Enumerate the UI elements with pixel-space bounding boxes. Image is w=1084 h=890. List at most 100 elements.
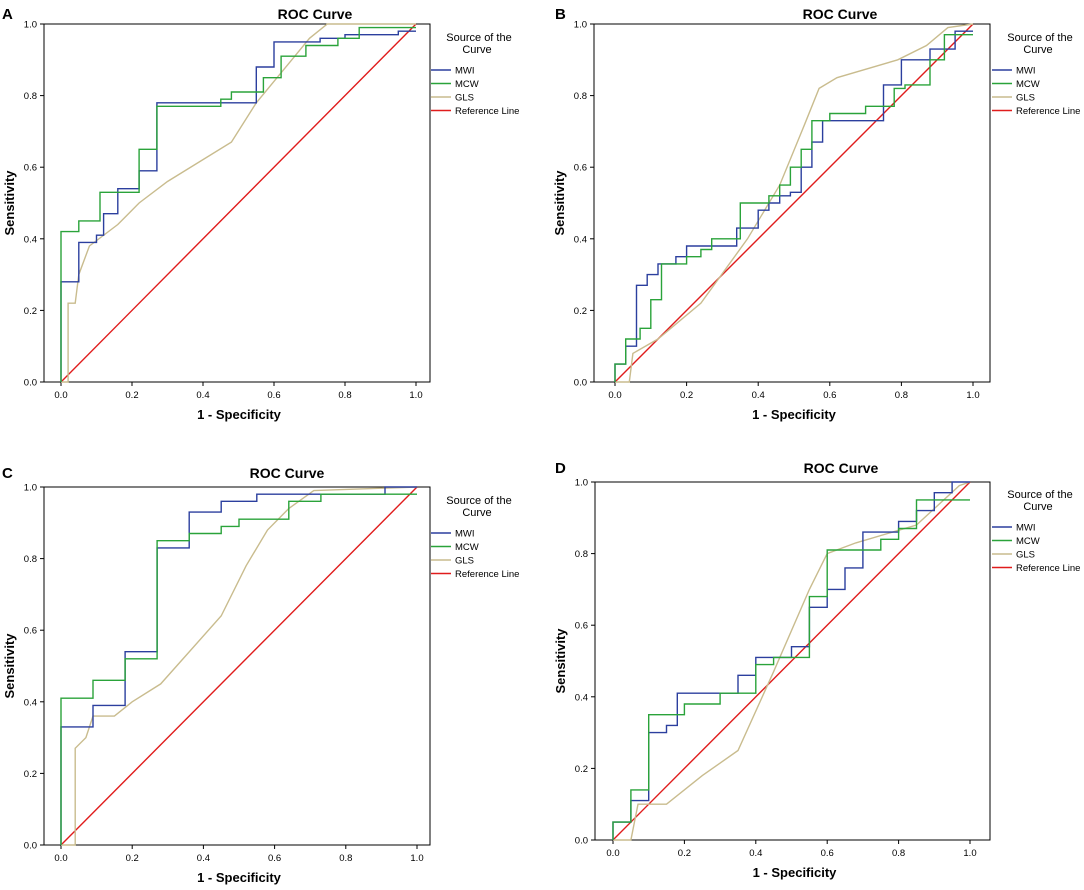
x-tick-label: 0.8	[338, 390, 351, 401]
legend-label: GLS	[1016, 93, 1035, 104]
y-tick-label: 0.4	[575, 692, 588, 703]
panel-letter: D	[555, 460, 566, 477]
chart-title: ROC Curve	[278, 6, 353, 22]
series-line-mcw	[614, 34, 973, 382]
series-line-gls	[61, 23, 416, 383]
y-tick-label: 0.4	[574, 234, 587, 245]
y-tick-label: 0.4	[24, 234, 37, 245]
legend-label: MCW	[455, 79, 479, 90]
y-axis-title: Sensitivity	[552, 170, 567, 236]
series-line-reference-line	[60, 23, 417, 383]
legend-label: MWI	[455, 529, 475, 540]
legend-label: MCW	[455, 542, 479, 553]
x-tick-label: 0.8	[339, 853, 352, 864]
legend-title: Source of the Curve	[1007, 489, 1072, 513]
y-tick-label: 0.8	[24, 91, 37, 102]
x-tick-label: 0.0	[54, 853, 67, 864]
legend-label: Reference Line	[1016, 563, 1080, 574]
roc-panel-d: D ROC Curve 0.0 0.2 0.4 0.6 0.8 1.0 0.0 0.2 0.4 0.6…	[553, 460, 1080, 880]
y-tick-label: 0.8	[574, 91, 587, 102]
x-tick-label: 0.4	[197, 853, 210, 864]
x-tick-label: 0.2	[126, 853, 139, 864]
chart-title: ROC Curve	[250, 465, 325, 481]
y-tick-label: 0.0	[24, 841, 37, 852]
y-tick-label: 0.2	[24, 306, 37, 317]
y-tick-label: 0.6	[575, 621, 588, 632]
x-tick-label: 0.6	[821, 848, 834, 859]
series-line-mwi	[60, 486, 417, 845]
x-tick-label: 0.0	[54, 390, 67, 401]
y-tick-label: 0.8	[24, 554, 37, 565]
plot-frame	[593, 23, 991, 383]
plot-frame	[594, 481, 991, 841]
x-tick-label: 1.0	[966, 390, 979, 401]
x-tick-label: 0.0	[606, 848, 619, 859]
legend-label: GLS	[455, 93, 474, 104]
plot-frame	[43, 23, 431, 383]
plot-frame	[43, 486, 431, 846]
legend-label: MCW	[1016, 79, 1040, 90]
y-tick-label: 1.0	[24, 20, 37, 31]
chart-title: ROC Curve	[804, 460, 879, 476]
legend-label: MWI	[455, 66, 475, 77]
legend: Source of the Curve MWI MCW GLS Reference Lin…	[992, 489, 1080, 574]
y-tick-label: 0.6	[24, 163, 37, 174]
roc-panel-a: A ROC Curve 0.0 0.2 0.4 0.6 0.8 1.0 0.0 0.2 0.4 0.6…	[2, 6, 519, 422]
x-tick-label: 0.4	[196, 390, 209, 401]
y-tick-label: 0.4	[24, 697, 37, 708]
y-tick-label: 0.6	[24, 626, 37, 637]
x-tick-label: 0.4	[749, 848, 762, 859]
y-tick-label: 0.2	[574, 306, 587, 317]
y-axis-title: Sensitivity	[2, 170, 17, 236]
series-line-mcw	[612, 499, 970, 840]
x-tick-label: 0.0	[608, 390, 621, 401]
y-axis-title: Sensitivity	[553, 628, 568, 694]
legend-title: Source of the Curve	[1007, 32, 1072, 56]
y-tick-label: 0.0	[574, 378, 587, 389]
x-tick-label: 1.0	[410, 853, 423, 864]
legend-label: MWI	[1016, 523, 1036, 534]
panel-letter: A	[2, 6, 13, 23]
x-tick-label: 1.0	[963, 848, 976, 859]
legend-title: Source of the Curve	[446, 495, 511, 519]
y-tick-label: 1.0	[24, 483, 37, 494]
legend: Source of the Curve MWI MCW GLS Reference Lin…	[431, 32, 519, 117]
x-tick-label: 0.2	[678, 848, 691, 859]
x-tick-label: 0.6	[268, 853, 281, 864]
y-tick-label: 1.0	[574, 20, 587, 31]
legend-label: GLS	[455, 556, 474, 567]
legend-label: Reference Line	[455, 106, 519, 117]
legend-label: MCW	[1016, 536, 1040, 547]
legend-label: MWI	[1016, 66, 1036, 77]
x-axis-title: 1 - Specificity	[197, 407, 282, 422]
x-tick-label: 0.6	[823, 390, 836, 401]
series-line-reference-line	[614, 23, 974, 383]
series-line-mcw	[60, 493, 417, 845]
x-axis-title: 1 - Specificity	[752, 407, 837, 422]
x-tick-label: 0.8	[895, 390, 908, 401]
roc-panel-c: C ROC Curve 0.0 0.2 0.4 0.6 0.8 1.0 0.0 0.2 0.4 0.6…	[2, 465, 519, 885]
x-tick-label: 0.4	[752, 390, 765, 401]
legend-title: Source of the Curve	[446, 32, 511, 56]
panel-letter: C	[2, 465, 13, 482]
panel-letter: B	[555, 6, 566, 23]
x-axis-title: 1 - Specificity	[197, 870, 282, 885]
x-tick-label: 0.2	[125, 390, 138, 401]
y-tick-label: 0.0	[24, 378, 37, 389]
y-tick-label: 0.0	[575, 836, 588, 847]
x-axis-title: 1 - Specificity	[753, 865, 838, 880]
legend-label: Reference Line	[1016, 106, 1080, 117]
series-line-reference-line	[60, 486, 418, 846]
x-tick-label: 0.2	[680, 390, 693, 401]
series-line-gls	[61, 486, 418, 846]
series-line-mcw	[60, 26, 416, 382]
x-tick-label: 0.8	[892, 848, 905, 859]
series-line-reference-line	[612, 481, 971, 841]
y-tick-label: 0.8	[575, 549, 588, 560]
x-tick-label: 1.0	[409, 390, 422, 401]
y-tick-label: 0.2	[24, 769, 37, 780]
x-tick-label: 0.6	[267, 390, 280, 401]
series-line-gls	[615, 23, 974, 383]
y-tick-label: 0.6	[574, 163, 587, 174]
